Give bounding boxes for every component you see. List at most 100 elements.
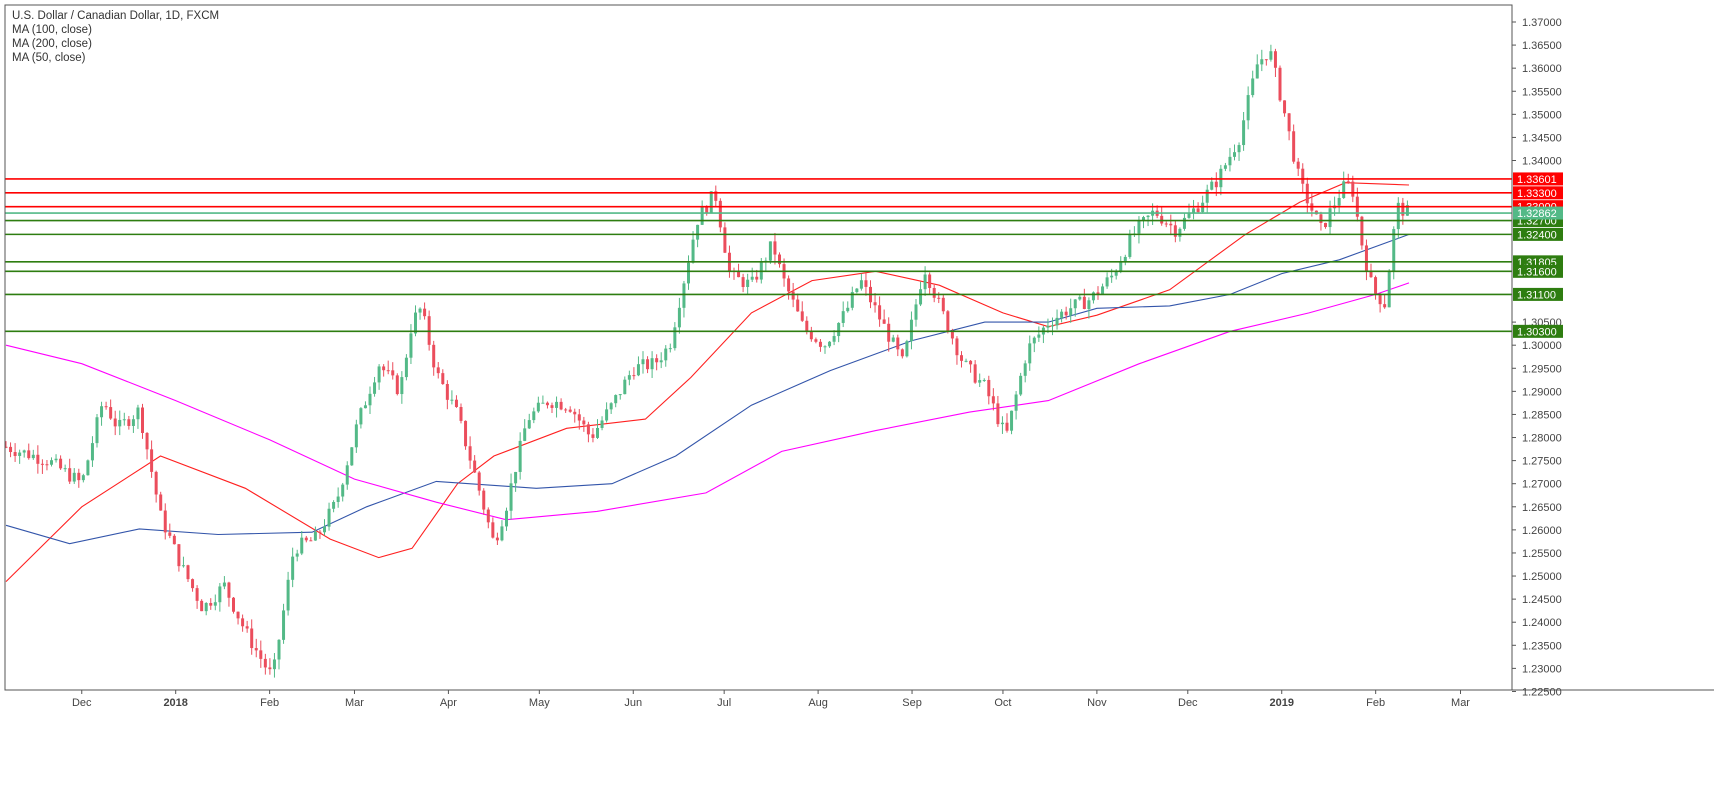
candle-up <box>1137 220 1141 234</box>
candle-up <box>404 357 408 378</box>
candle-up <box>1219 168 1223 188</box>
candle-up <box>523 428 527 441</box>
candle-down <box>445 384 449 400</box>
candle-down <box>1264 59 1268 61</box>
candle-up <box>978 380 982 383</box>
legend-study-ma200: MA (200, close) <box>12 38 92 50</box>
candle-down <box>459 407 463 421</box>
candle-down <box>491 522 495 538</box>
candle-down <box>259 650 263 659</box>
candle-up <box>855 288 859 293</box>
candle-down <box>77 472 81 481</box>
candle-up <box>377 366 381 383</box>
support-level-tag <box>1513 227 1563 241</box>
candle-down <box>550 405 554 408</box>
candle-up <box>282 610 286 640</box>
candle-up <box>1110 275 1114 278</box>
candle-down <box>141 407 144 433</box>
resistance-level-label: 1.33300 <box>1517 188 1557 200</box>
candle-up <box>18 452 22 456</box>
candle-down <box>1324 222 1327 228</box>
last-price-label: 1.32862 <box>1517 208 1557 220</box>
x-tick-label: Dec <box>72 697 92 709</box>
resistance-level-tag <box>1513 172 1563 186</box>
candle-up <box>1223 165 1227 169</box>
candle-up <box>359 408 363 425</box>
candle-down <box>805 320 809 331</box>
candle-down <box>714 191 718 201</box>
candle-up <box>668 348 672 350</box>
candle-up <box>837 322 841 337</box>
candle-down <box>864 280 868 287</box>
candle-up <box>373 382 377 394</box>
candle-up <box>700 207 704 225</box>
candle-up <box>323 526 326 533</box>
candle-down <box>1401 202 1405 216</box>
candle-up <box>1101 286 1105 295</box>
candle-down <box>545 402 549 406</box>
candle-down <box>800 311 804 321</box>
candle-up <box>345 465 349 485</box>
candle-up <box>1055 317 1059 326</box>
candle-down <box>946 311 950 332</box>
support-level-label: 1.32400 <box>1517 229 1557 241</box>
candle-up <box>500 526 504 541</box>
candle-up <box>609 403 613 410</box>
candle-down <box>568 409 572 412</box>
candle-down <box>559 401 563 410</box>
candle-down <box>427 316 431 345</box>
candle-up <box>623 379 627 395</box>
time-axis[interactable]: Dec 2018 Feb Mar Apr May Jun Jul Aug Sep Oct Nov Dec… <box>72 690 1470 709</box>
candle-up <box>850 292 854 308</box>
candle-up <box>181 565 185 567</box>
candle-up <box>218 586 222 603</box>
candle-up <box>518 440 522 472</box>
candle-down <box>309 540 313 542</box>
x-tick-label: Mar <box>1451 697 1470 709</box>
candle-down <box>154 471 158 495</box>
x-tick-label: Nov <box>1087 697 1107 709</box>
candle-down <box>186 565 190 580</box>
candle-down <box>1374 277 1378 294</box>
price-axis[interactable]: 1.37000 1.36500 1.36000 1.35500 1.35000 1.345… <box>1512 17 1563 698</box>
candle-down <box>873 302 877 306</box>
support-level-tag <box>1513 287 1563 301</box>
candle-down <box>464 420 468 447</box>
candle-down <box>1278 67 1282 101</box>
candle-up <box>400 377 404 395</box>
x-tick-label: Aug <box>808 697 828 709</box>
candle-up <box>1010 410 1014 431</box>
candle-up <box>1000 422 1004 425</box>
candle-up <box>1342 181 1346 198</box>
candle-up <box>1233 152 1236 157</box>
candle-up <box>22 450 26 453</box>
candle-up <box>823 346 827 348</box>
candle-down <box>814 339 818 342</box>
candle-up <box>450 399 454 401</box>
candle-up <box>1073 299 1077 309</box>
candle-down <box>436 367 440 374</box>
y-tick-label: 1.29500 <box>1522 363 1562 375</box>
candle-down <box>887 323 891 342</box>
candle-down <box>486 509 490 523</box>
candle-up <box>914 304 918 320</box>
candle-up <box>300 537 304 554</box>
candle-up <box>1246 95 1250 121</box>
candle-down <box>195 588 199 601</box>
candle-down <box>737 270 741 278</box>
candle-up <box>72 472 76 482</box>
candle-up <box>1060 311 1064 318</box>
candle-down <box>241 618 245 627</box>
candle-down <box>632 375 636 377</box>
candles <box>4 44 1409 678</box>
candle-down <box>941 297 945 312</box>
horizontal-levels <box>5 178 1512 333</box>
candle-up <box>336 496 340 502</box>
candle-down <box>591 434 595 438</box>
candle-down <box>127 419 131 426</box>
candle-up <box>696 224 700 240</box>
candle-up <box>505 510 508 527</box>
x-tick-label: Jun <box>624 697 642 709</box>
